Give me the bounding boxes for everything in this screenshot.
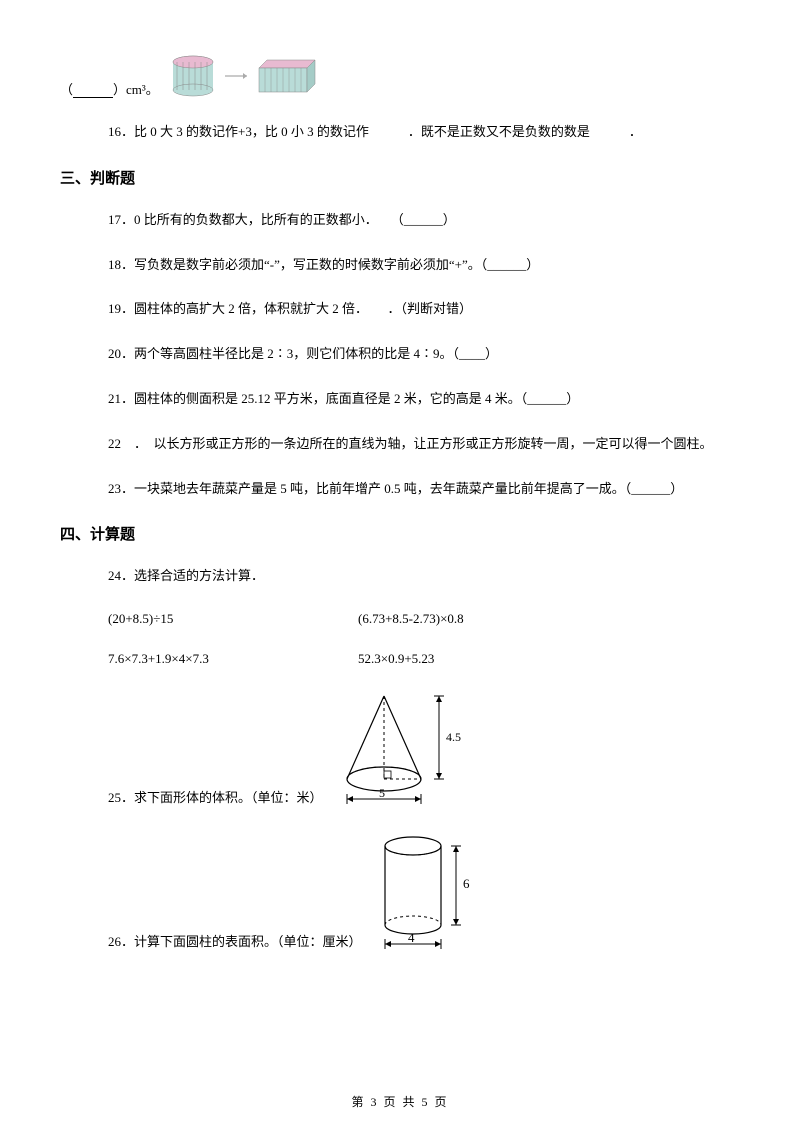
question-16: 16．比 0 大 3 的数记作+3，比 0 小 3 的数记作 ．既不是正数又不是… (60, 122, 740, 143)
calc-row-1: (20+8.5)÷15 (6.73+8.5-2.73)×0.8 (60, 611, 740, 627)
question-23: 23．一块菜地去年蔬菜产量是 5 吨，比前年增产 0.5 吨，去年蔬菜产量比前年… (60, 479, 740, 500)
question-22: 22 ． 以长方形或正方形的一条边所在的直线为轴，让正方形或正方形旋转一周，一定… (60, 434, 740, 455)
calc-a: (20+8.5)÷15 (108, 611, 358, 627)
question-21: 21．圆柱体的侧面积是 25.12 平方米，底面直径是 2 米，它的高是 4 米… (60, 389, 740, 410)
cone-diagram-icon: 4.5 5 (329, 691, 479, 806)
blank-field (73, 85, 113, 98)
top-diagram-row: （ ）cm³。 (60, 50, 740, 98)
svg-text:4: 4 (408, 930, 415, 945)
cylinder-to-prism-icon (167, 50, 317, 98)
calc-row-2: 7.6×7.3+1.9×4×7.3 52.3×0.9+5.23 (60, 651, 740, 667)
question-20: 20．两个等高圆柱半径比是 2∶3，则它们体积的比是 4∶9。（____） (60, 344, 740, 365)
calc-b: (6.73+8.5-2.73)×0.8 (358, 611, 608, 627)
question-25: 25．求下面形体的体积。（单位：米） (108, 787, 323, 806)
cylinder-diagram-icon: 6 4 (368, 830, 488, 950)
page-footer: 第 3 页 共 5 页 (0, 1093, 800, 1110)
blank-prefix: （ (60, 79, 73, 98)
question-19: 19．圆柱体的高扩大 2 倍，体积就扩大 2 倍． ．（判断对错） (60, 299, 740, 320)
question-18: 18．写负数是数字前必须加“-”，写正数的时候数字前必须加“+”。（______… (60, 255, 740, 276)
section-3-heading: 三、判断题 (60, 167, 740, 188)
calc-c: 7.6×7.3+1.9×4×7.3 (108, 651, 358, 667)
question-26: 26．计算下面圆柱的表面积。（单位：厘米） (108, 931, 362, 950)
svg-text:6: 6 (463, 876, 470, 891)
question-26-row: 26．计算下面圆柱的表面积。（单位：厘米） 6 4 (60, 830, 740, 950)
svg-text:4.5: 4.5 (446, 730, 461, 744)
question-25-row: 25．求下面形体的体积。（单位：米） 4.5 5 (60, 691, 740, 806)
blank-suffix: ）cm³。 (113, 79, 159, 98)
calc-d: 52.3×0.9+5.23 (358, 651, 608, 667)
section-4-heading: 四、计算题 (60, 523, 740, 544)
svg-text:5: 5 (379, 786, 385, 800)
question-17: 17．0 比所有的负数都大，比所有的正数都小． （______） (60, 210, 740, 231)
question-24: 24．选择合适的方法计算． (60, 566, 740, 587)
